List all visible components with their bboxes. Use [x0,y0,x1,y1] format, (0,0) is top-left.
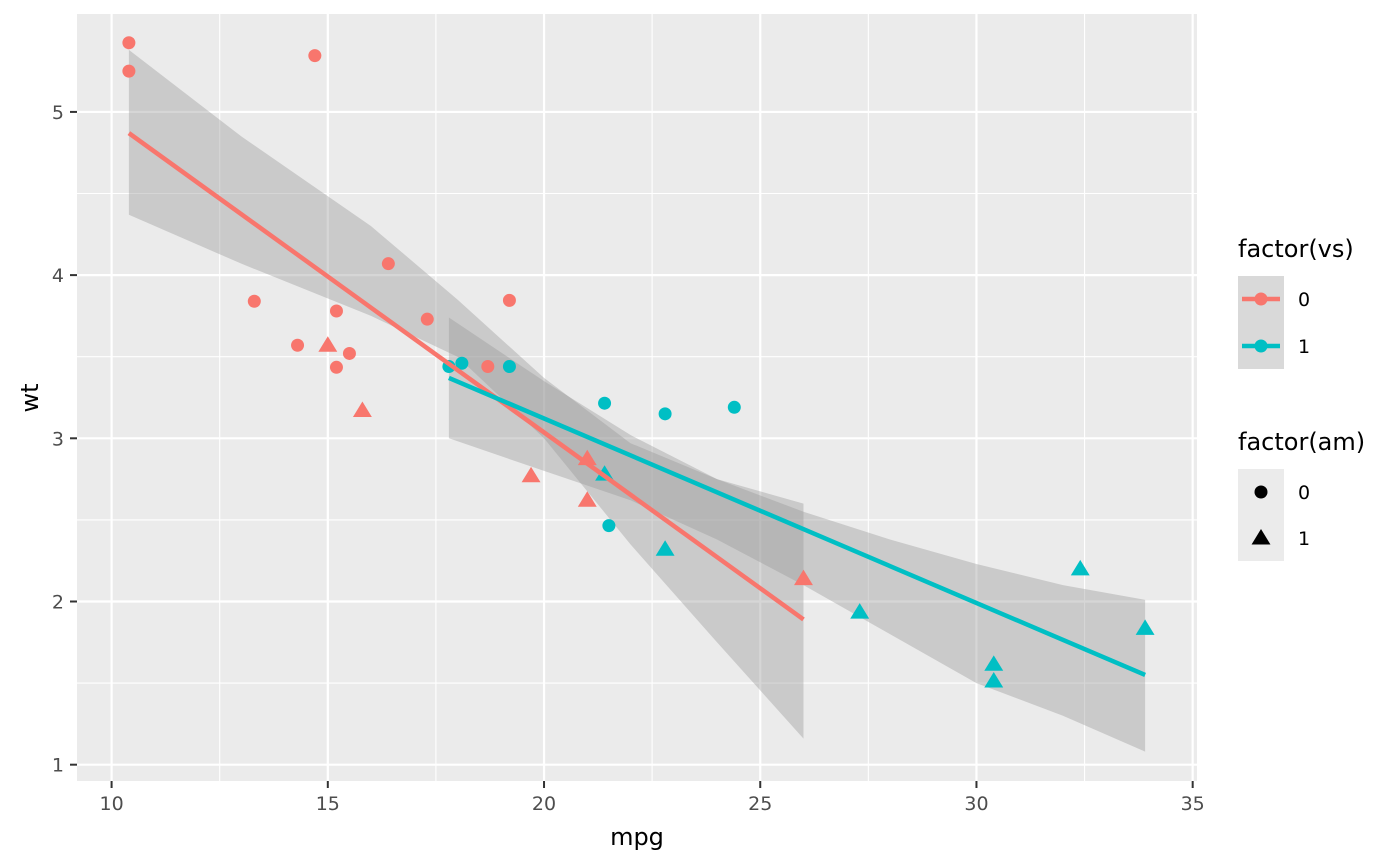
confidence-ribbon-vs-1 [448,317,1146,752]
y-tick-label: 3 [52,428,64,450]
data-point [291,338,305,352]
data-point [850,603,870,619]
y-axis-title: wt [16,383,44,412]
data-point [602,519,616,533]
x-tick-label: 25 [748,793,772,815]
data-point [308,49,322,63]
legend-label-vs-1: 1 [1298,336,1310,358]
legends: factor(vs) 0 1 factor(am) 0 1 [1238,235,1365,561]
data-point [318,336,338,352]
data-point [420,312,434,326]
data-point [1135,619,1155,635]
data-point [577,491,597,507]
x-tick-label: 30 [964,793,988,815]
data-point [794,569,813,586]
x-tick-label: 10 [100,793,124,815]
data-point [342,346,356,360]
fit-line-vs-0 [127,131,805,622]
data-point [598,396,612,410]
fit-lines [127,131,1146,677]
y-tick-label: 4 [52,265,64,287]
data-point [247,294,261,308]
legend-title-am: factor(am) [1238,428,1365,456]
data-point [727,400,741,414]
data-point [329,304,343,318]
y-tick-label: 2 [52,591,64,613]
data-point [122,64,136,78]
legend-key-circle [1254,485,1268,499]
x-tick-label: 20 [532,793,556,815]
grid-major [77,14,1197,781]
data-point [455,356,469,370]
plot-panel [77,14,1197,781]
x-tick-label: 35 [1181,793,1205,815]
x-tick-label: 15 [316,793,340,815]
grid-minor [77,14,1197,781]
legend-key-point-vs-1 [1254,339,1268,353]
data-point [984,655,1004,671]
confidence-ribbons [128,49,1146,752]
data-point [521,466,541,483]
x-axis-title: mpg [610,823,664,851]
data-point [352,401,372,418]
data-point [329,360,343,374]
legend-key-triangle [1251,529,1271,545]
legend-label-am-0: 0 [1298,482,1310,504]
data-point [381,257,395,271]
x-axis: 10 15 20 25 30 35 [100,781,1205,815]
fit-line-vs-1 [448,375,1146,677]
data-point [655,540,675,556]
data-point [481,359,495,373]
legend-label-vs-0: 0 [1298,289,1310,311]
data-point [502,293,516,307]
data-point [502,359,516,373]
y-tick-label: 5 [52,102,64,124]
data-point [122,36,136,50]
legend-title-vs: factor(vs) [1238,235,1354,263]
data-point [984,671,1004,688]
legend-keys-am [1238,469,1284,561]
data-point [1070,559,1090,576]
y-axis: 1 2 3 4 5 [52,102,77,777]
y-tick-label: 1 [52,755,64,777]
legend-key-point-vs-0 [1254,292,1268,306]
legend-keys-vs [1238,276,1284,369]
legend-label-am-1: 1 [1298,528,1310,550]
confidence-ribbon-vs-0 [128,49,804,739]
data-point [658,407,672,421]
